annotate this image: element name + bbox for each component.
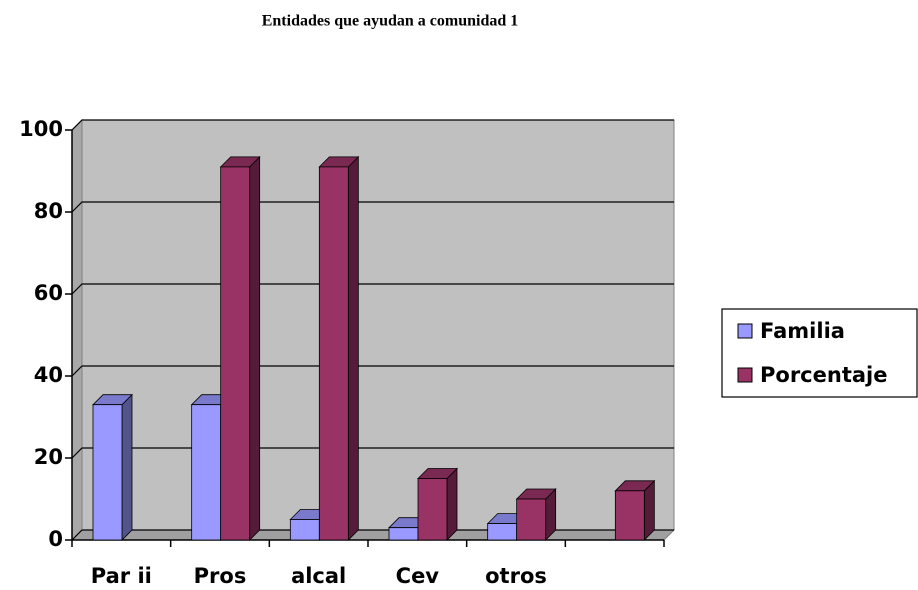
bar — [417, 478, 448, 541]
grid-line — [71, 447, 674, 459]
bar — [220, 166, 251, 541]
grid-line — [71, 283, 674, 295]
bar-side — [249, 155, 261, 541]
bar — [388, 527, 419, 541]
bar-group — [92, 393, 133, 541]
bar-group — [219, 155, 261, 541]
y-tick-label: 20 — [34, 445, 63, 469]
bar-side — [446, 467, 458, 541]
bar-group — [614, 479, 656, 541]
bar — [614, 490, 645, 541]
x-tick-label: Pros — [194, 564, 247, 588]
y-tick-label: 0 — [48, 527, 63, 551]
side-wall — [71, 118, 83, 542]
bar-group — [417, 467, 458, 541]
bar-group — [515, 488, 557, 541]
bar — [289, 519, 320, 541]
bar-side — [121, 393, 133, 541]
legend-swatch — [737, 367, 753, 383]
y-tick-label: 100 — [19, 117, 63, 141]
bar-side — [347, 155, 359, 541]
grid-line — [71, 201, 674, 213]
legend-label: Familia — [760, 319, 845, 343]
y-tick-label: 40 — [34, 363, 63, 387]
floor — [70, 529, 676, 541]
x-tick-label: Par ii — [91, 564, 152, 588]
y-tick-label: 80 — [34, 199, 63, 223]
legend-box — [721, 308, 918, 398]
chart-title: Entidades que ayudan a comunidad 1 — [262, 13, 519, 30]
back-wall — [81, 119, 675, 531]
legend-label: Porcentaje — [760, 363, 887, 387]
bar-group — [318, 155, 360, 541]
bar — [318, 166, 349, 541]
y-tick-label: 60 — [34, 281, 63, 305]
x-tick-label: alcal — [291, 564, 346, 588]
legend-swatch — [737, 323, 753, 339]
bar — [516, 498, 547, 541]
bar — [191, 404, 222, 541]
grid-line — [71, 119, 674, 131]
x-tick-label: Cev — [396, 564, 440, 588]
bar — [487, 523, 518, 541]
grid-line — [71, 529, 674, 541]
bar — [92, 404, 123, 541]
grid-line — [71, 365, 674, 377]
x-tick-label: otros — [485, 564, 547, 588]
